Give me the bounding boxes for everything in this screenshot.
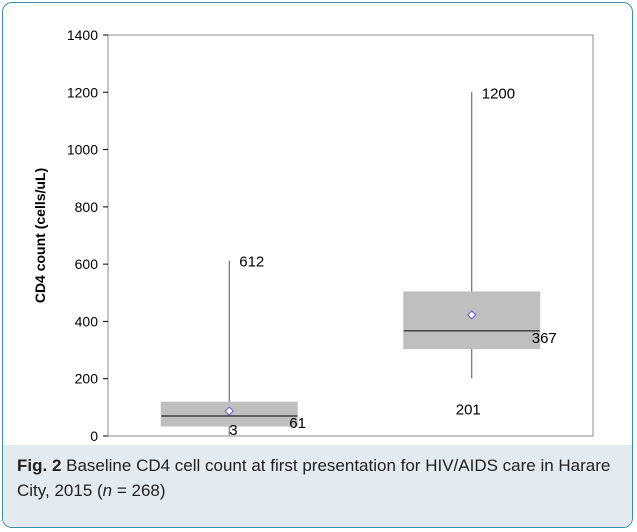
y-tick-label: 1400	[67, 27, 98, 43]
max-label-cases: 612	[239, 254, 264, 271]
y-tick-label: 1200	[67, 84, 98, 100]
y-axis-label: CD4 count (cells/uL)	[32, 168, 48, 303]
mean-marker-controls	[467, 310, 477, 320]
y-tick-label: 800	[75, 199, 99, 215]
plot-area-border	[107, 34, 594, 437]
min-label-cases: 3	[229, 422, 237, 439]
max-label-controls: 1200	[482, 85, 515, 102]
boxplot-chart: 0 200 400 600 800 1000 1200 1400 CD4 count (cell…	[32, 27, 594, 444]
caption-text-end: = 268)	[112, 481, 166, 500]
figure-label: Fig. 2	[17, 456, 62, 475]
y-tick-label: 600	[75, 256, 99, 272]
y-tick-label: 200	[75, 371, 99, 387]
figure-caption: Fig. 2 Baseline CD4 cell count at first …	[17, 453, 622, 503]
caption-band	[3, 445, 632, 527]
y-tick-label: 400	[75, 313, 99, 329]
caption-text: Baseline CD4 cell count at first present…	[17, 456, 611, 500]
mean-marker-cases	[224, 406, 234, 416]
median-label-controls: 367	[532, 330, 557, 347]
y-tick-label: 1000	[67, 142, 98, 158]
figure-frame: 0 200 400 600 800 1000 1200 1400 CD4 count (cell…	[2, 2, 633, 528]
median-label-cases: 61	[289, 415, 306, 432]
y-tick-label: 0	[90, 428, 98, 444]
box-controls	[403, 291, 541, 350]
min-label-controls: 201	[456, 401, 481, 418]
caption-n-symbol: n	[102, 481, 113, 500]
